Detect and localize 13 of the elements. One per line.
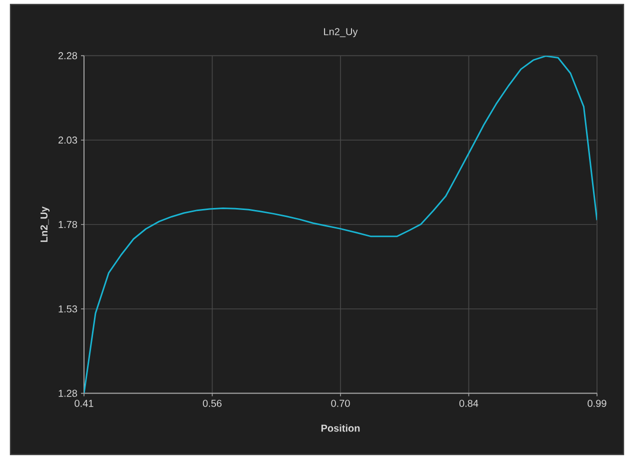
y-tick-label: 1.78 [58, 220, 78, 228]
x-tick-label: 0.56 [202, 400, 222, 407]
x-tick-label: 0.70 [331, 400, 350, 407]
y-tick-label: 2.03 [58, 136, 78, 144]
y-tick-label: 1.53 [58, 305, 78, 312]
x-tick-label: 0.99 [588, 400, 606, 407]
y-axis-title: Ln2_Uy [40, 206, 50, 242]
x-tick-label: 0.41 [74, 400, 94, 407]
chart-title: Ln2_Uy [324, 28, 358, 38]
y-tick-label: 1.28 [58, 390, 78, 397]
y-tick-label: 2.28 [58, 52, 78, 60]
x-tick-label: 0.84 [459, 400, 478, 407]
x-axis-title: Position [321, 424, 360, 432]
